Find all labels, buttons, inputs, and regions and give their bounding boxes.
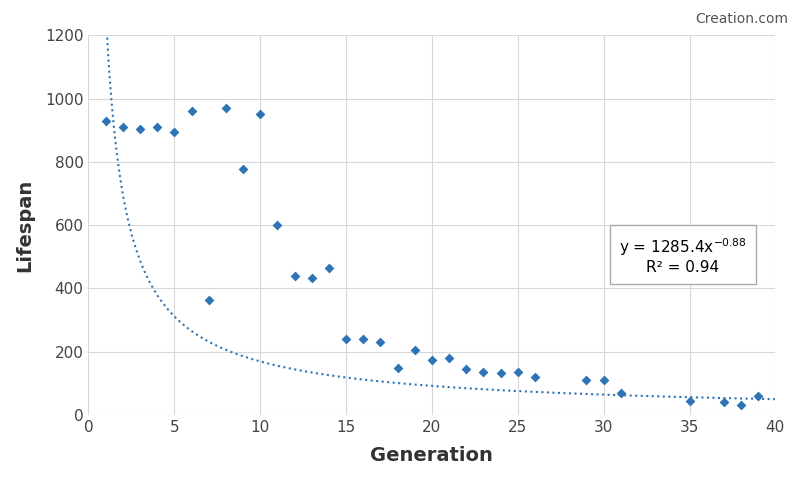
Point [254, 111, 266, 119]
Point [134, 125, 146, 132]
Point [168, 128, 181, 136]
Point [614, 389, 627, 397]
Point [322, 264, 335, 272]
Point [683, 397, 696, 405]
Y-axis label: Lifespan: Lifespan [15, 179, 34, 272]
Point [357, 336, 370, 343]
Text: Creation.com: Creation.com [695, 12, 788, 26]
Point [288, 273, 301, 280]
Point [718, 398, 730, 406]
Point [477, 368, 490, 375]
X-axis label: Generation: Generation [370, 446, 494, 465]
Point [150, 123, 163, 131]
Point [340, 336, 353, 343]
Point [426, 356, 438, 363]
Point [271, 221, 284, 229]
Point [306, 274, 318, 282]
Point [185, 107, 198, 115]
Point [529, 373, 542, 381]
Point [391, 364, 404, 372]
Point [580, 376, 593, 384]
Point [237, 166, 250, 173]
Point [598, 376, 610, 384]
Point [442, 354, 455, 362]
Point [219, 105, 232, 112]
Point [117, 123, 130, 131]
Point [374, 338, 387, 346]
Point [511, 368, 524, 375]
Point [202, 296, 215, 303]
Point [734, 401, 747, 409]
Point [494, 369, 507, 377]
Point [752, 392, 765, 400]
Text: y = 1285.4x$^{-0.88}$
R² = 0.94: y = 1285.4x$^{-0.88}$ R² = 0.94 [618, 236, 746, 275]
Point [99, 117, 112, 125]
Point [408, 347, 421, 354]
Point [460, 365, 473, 372]
